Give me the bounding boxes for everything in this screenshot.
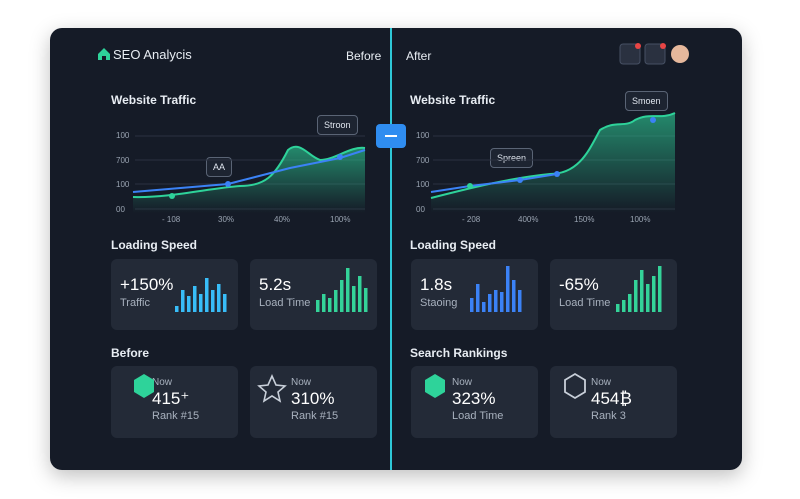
rank-card: Now 310% Rank #15 [250,366,377,438]
point [517,177,523,183]
point [169,193,175,199]
rank-label: Rank #15 [291,410,339,422]
left-line-after [132,145,366,199]
metric-value: -65% [559,275,599,294]
left-area [133,146,365,213]
point [467,183,473,189]
point [650,117,656,123]
section-title: Website Traffic [111,93,197,107]
y-tick-label: 100 [116,131,130,140]
x-tick-label: 30% [218,215,235,224]
alerts-button[interactable] [644,43,666,65]
rank-caption: Now [152,377,173,388]
point [337,154,343,160]
y-tick-label: 100 [416,180,430,189]
right-grid [433,135,675,210]
metric-label: Traffic [120,297,150,309]
badge [635,43,641,49]
rank-value: 323% [452,389,496,408]
section-title: Website Traffic [410,93,496,107]
metric-card: -65% Load Time [550,259,677,330]
section-title: Before [111,346,150,360]
y-tick-label: 700 [116,155,130,165]
point [225,181,231,187]
tooltip: Stroon [317,115,358,135]
y-tick-label: 100 [416,131,430,140]
metric-value: 1.8s [420,275,453,294]
x-tick-label: 400% [518,215,539,224]
rank-card: Now 323% Load Time [411,366,538,438]
rank-caption: Now [291,377,312,388]
x-tick-label: 150% [574,215,595,224]
metric-value: 5.2s [259,275,292,294]
section-title: Search Rankings [410,346,508,360]
tooltip: Spreen [490,148,534,168]
section-title: Loading Speed [410,238,497,252]
metric-label: Load Time [559,297,611,309]
rank-card: Now 454₿ Rank 3 [550,366,677,438]
stats-button[interactable] [619,43,641,65]
rank-value: 415⁺ [152,389,190,408]
rank-caption: Now [452,377,473,388]
y-tick-label: 00 [416,204,425,214]
y-tick-label: 100 [116,180,130,189]
metric-card: 1.8s Staoing [411,259,538,330]
x-tick-label: 40% [274,215,291,224]
left-line-before [132,149,366,193]
tooltip: Smoen [625,91,668,111]
rank-label: Rank 3 [591,410,626,422]
metric-label: Load Time [259,297,311,309]
y-tick-label: 700 [416,155,430,165]
rank-caption: Now [591,377,612,388]
y-tick-label: 00 [116,204,125,214]
right-line-after [430,112,676,199]
before-label: Before [346,49,382,63]
divider-handle[interactable] [376,124,406,148]
x-tick-label: - 208 [462,215,481,224]
dashboard-panel: SEO Analycis Before After Website Traffi… [50,28,742,470]
x-tick-label: - 108 [162,215,181,224]
section-title: Loading Speed [111,238,198,252]
right-area [431,113,675,213]
avatar[interactable] [671,45,689,63]
after-label: After [406,49,432,63]
rank-value: 454₿ [591,389,632,408]
right-line-before [430,173,558,193]
left-grid [135,135,365,210]
x-tick-label: 100% [330,215,351,224]
badge [660,43,666,49]
metric-card: 5.2s Load Time [250,259,377,330]
metric-card: +150% Traffic [111,259,238,330]
rank-label: Load Time [452,410,504,422]
tooltip: AA [206,157,233,177]
rank-label: Rank #15 [152,410,200,422]
metric-label: Staoing [420,297,458,309]
metric-value: +150% [120,275,174,294]
logo-icon [98,48,110,60]
point [554,171,560,177]
rank-card: Now 415⁺ Rank #15 [111,366,238,438]
x-tick-label: 100% [630,215,651,224]
rank-value: 310% [291,389,335,408]
app-title: SEO Analycis [113,47,192,62]
